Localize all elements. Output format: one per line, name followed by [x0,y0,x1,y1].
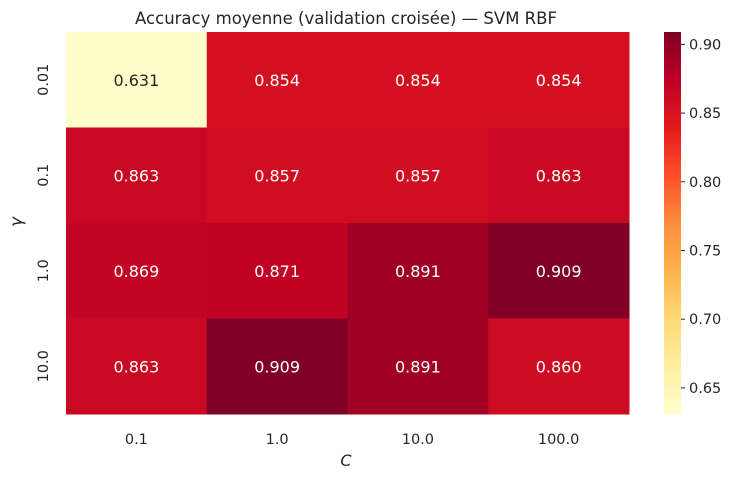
heatmap-cell-value: 0.854 [536,71,582,90]
heatmap-cell [206,318,348,415]
heatmap-cell [488,318,630,415]
x-axis-label: C [340,451,352,470]
heatmap-cell-value: 0.869 [113,262,159,281]
heatmap-cell-value: 0.891 [395,357,441,376]
y-tick-label: 0.1 [36,164,52,187]
heatmap-cell [66,318,208,415]
y-tick-label: 10.0 [36,350,52,382]
heatmap-cell [347,127,489,224]
heatmap-cell-value: 0.909 [536,262,582,281]
colorbar-tick-label: 0.65 [689,381,721,397]
colorbar-tick-label: 0.80 [689,175,721,191]
heatmap-cell [488,223,630,319]
colorbar-tick-label: 0.70 [689,312,721,328]
heatmap-cell-value: 0.863 [113,166,159,185]
heatmap-cell [347,318,489,415]
colorbar [664,32,681,414]
colorbar-tick-label: 0.75 [689,243,721,259]
heatmap-cell-value: 0.909 [254,357,300,376]
heatmap-cell [206,127,348,224]
heatmap-cell [66,32,208,128]
x-tick-label: 100.0 [538,432,580,448]
y-tick-label: 0.01 [36,64,52,96]
x-tick-label: 1.0 [266,432,289,448]
colorbar-tick-labels: 0.65 0.70 0.75 0.80 0.85 0.90 [681,37,721,397]
heatmap-cell-value: 0.631 [113,71,159,90]
chart-title: Accuracy moyenne (validation croisée) — … [135,9,557,28]
y-axis-tick-labels: 0.01 0.1 1.0 10.0 [36,64,52,383]
heatmap-cell [206,223,348,319]
heatmap-cell [206,32,348,128]
heatmap-cells [66,32,630,415]
colorbar-tick-label: 0.90 [689,37,721,53]
heatmap-cell [66,223,208,319]
heatmap-cell-value: 0.857 [395,166,441,185]
heatmap-cell-value: 0.854 [254,71,300,90]
heatmap-cell-value: 0.871 [254,262,300,281]
x-tick-label: 10.0 [402,432,434,448]
colorbar-tick-label: 0.85 [689,106,721,122]
heatmap-cell-labels: 0.631 0.854 0.854 0.854 0.863 0.857 0.857 0.863… [113,71,581,377]
heatmap-cell [347,223,489,319]
heatmap-cell-value: 0.857 [254,166,300,185]
heatmap-cell-value: 0.860 [536,357,582,376]
y-tick-label: 1.0 [36,259,52,282]
heatmap-cell [488,32,630,128]
y-axis-label: γ [7,216,27,227]
heatmap-cell [347,32,489,128]
x-tick-label: 0.1 [125,432,148,448]
heatmap-cell [66,127,208,224]
x-axis-tick-labels: 0.1 1.0 10.0 100.0 [125,432,580,448]
heatmap-cell-value: 0.863 [113,357,159,376]
heatmap-cell-value: 0.854 [395,71,441,90]
heatmap-cell-value: 0.863 [536,166,582,185]
heatmap-cell [488,127,630,224]
heatmap-cell-value: 0.891 [395,262,441,281]
